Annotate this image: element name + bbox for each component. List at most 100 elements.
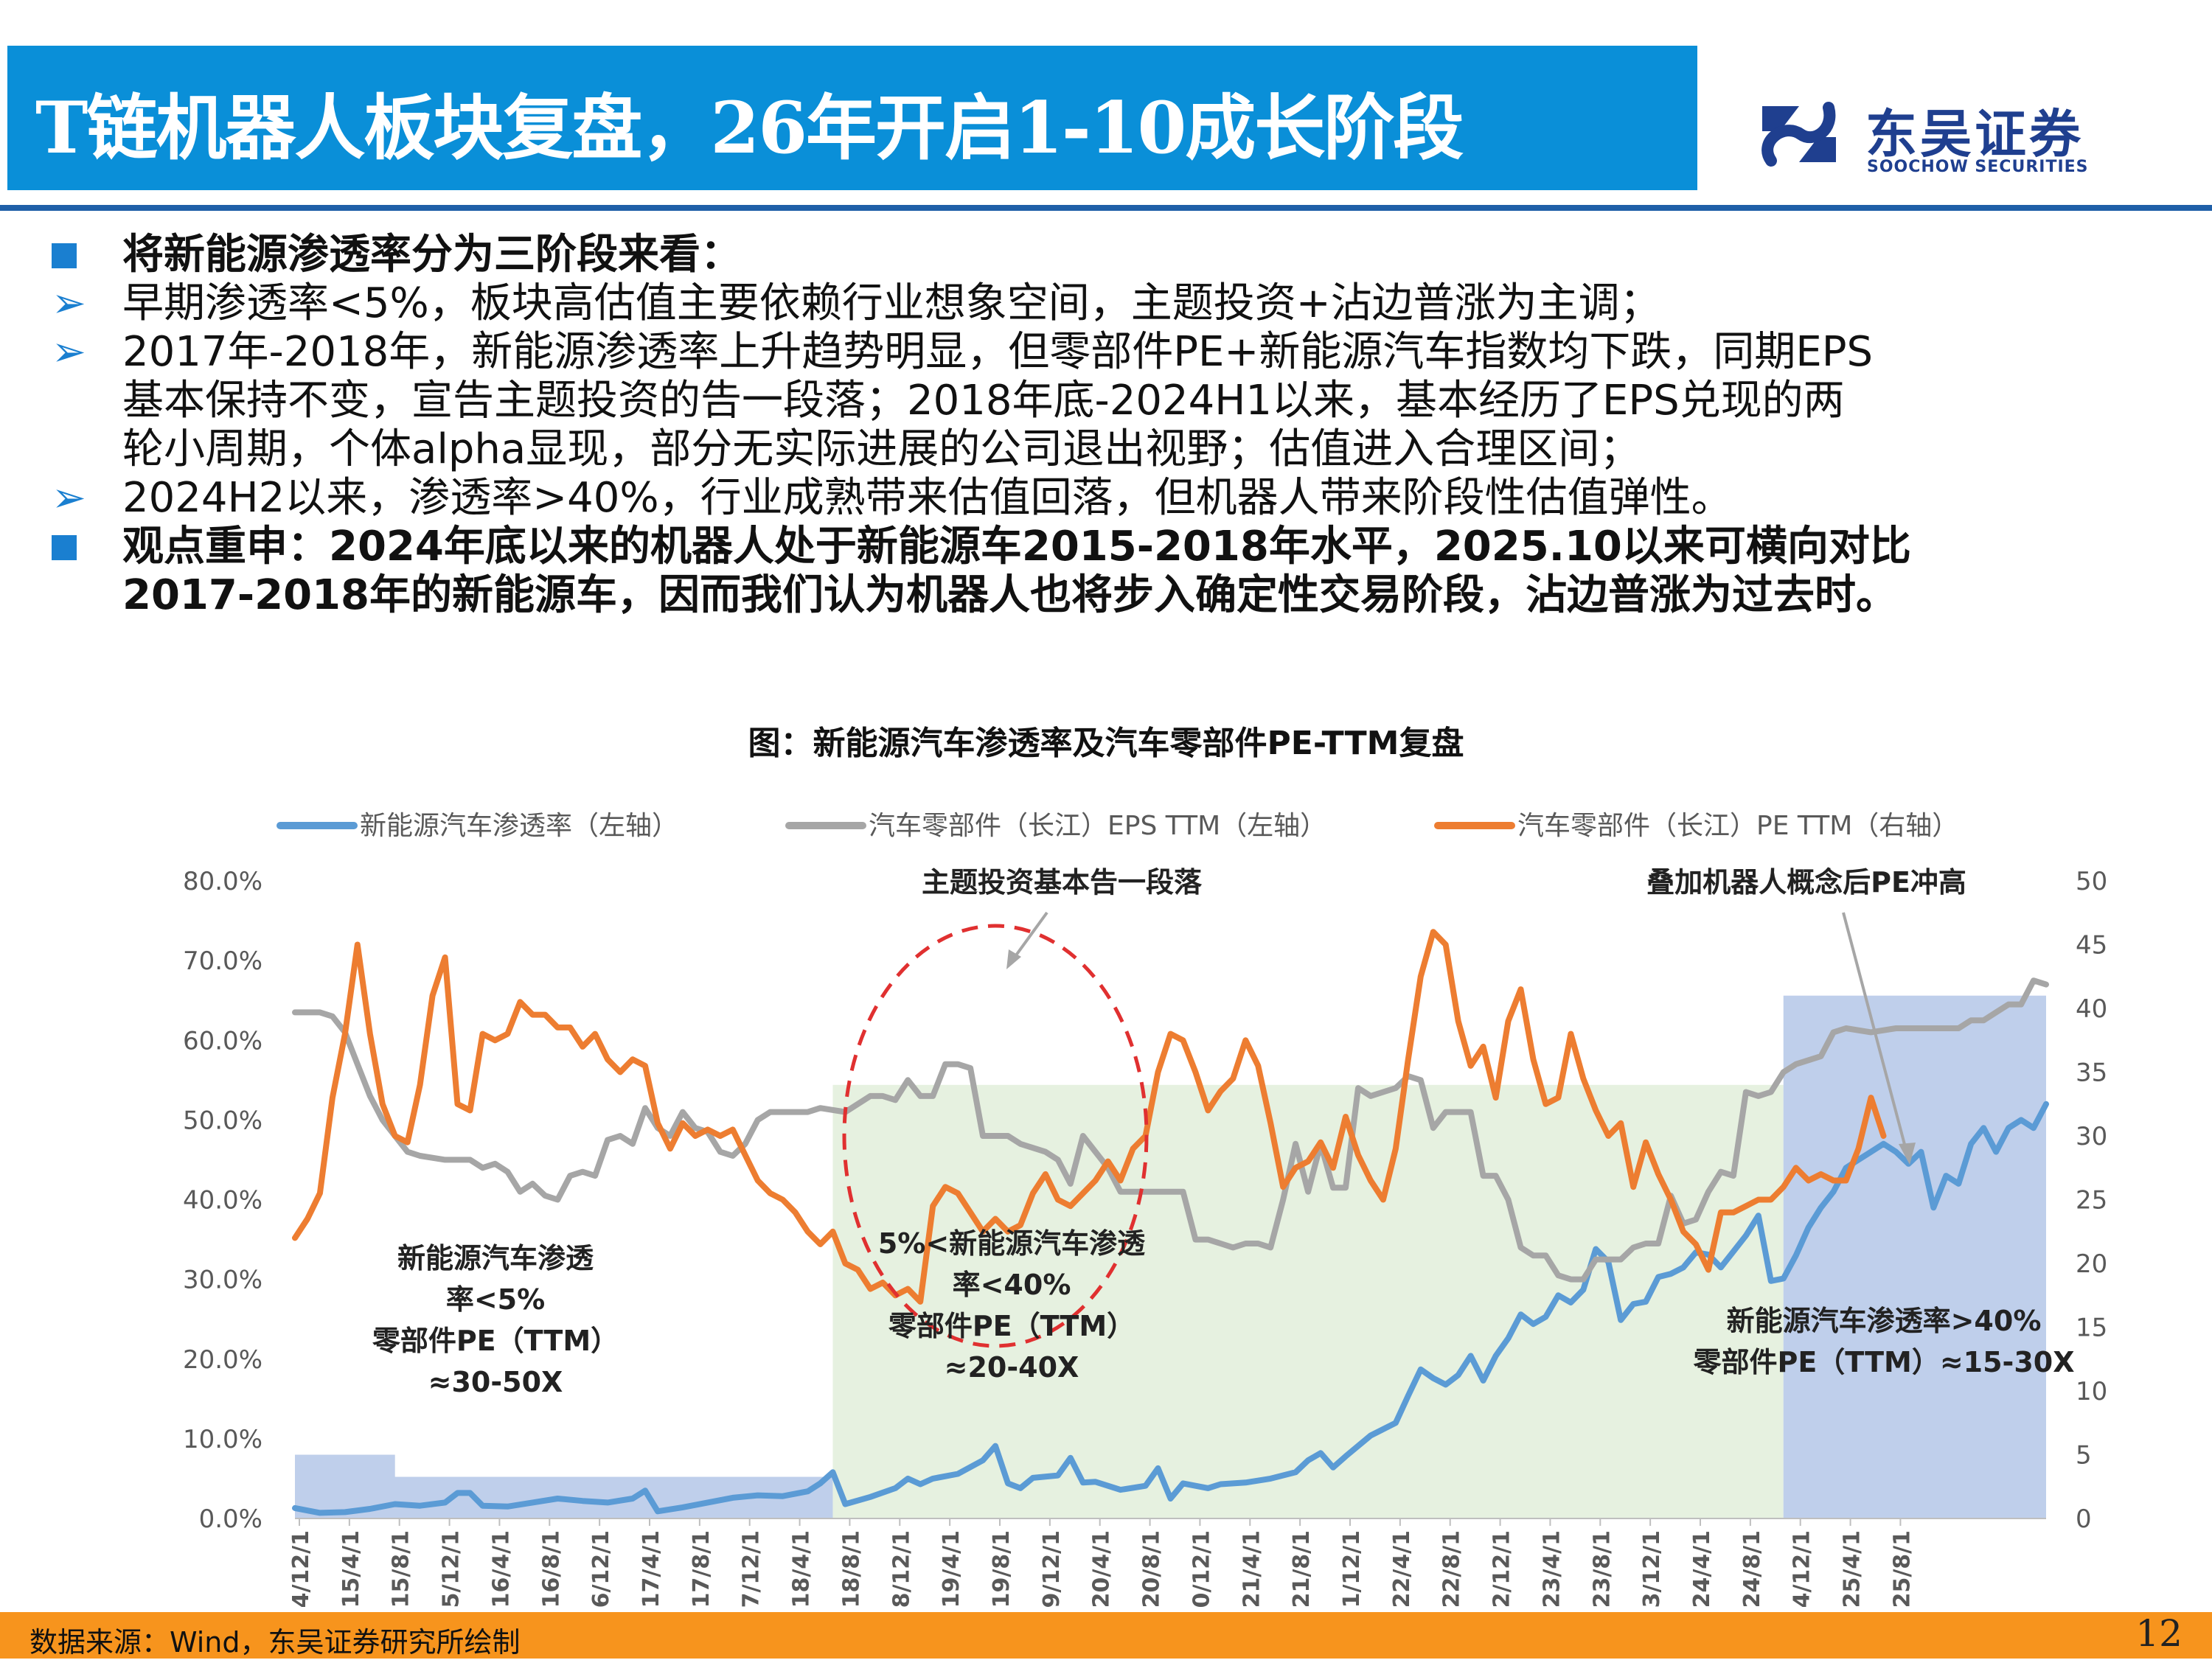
x-tick-label: 2020/4/1 xyxy=(1089,1530,1115,1607)
bullet-text: 早期渗透率<5%，板块高估值主要依赖行业想象空间，主题投资+沾边普涨为主调； xyxy=(122,279,1661,327)
y-left-tick-label: 0.0% xyxy=(199,1504,262,1534)
bullet-text: 2017年-2018年，新能源渗透率上升趋势明显，但零部件PE+新能源汽车指数均… xyxy=(122,328,1874,376)
y-left-tick-label: 10.0% xyxy=(183,1425,262,1454)
x-tick-label: 2014/12/1 xyxy=(288,1530,314,1607)
x-tick-label: 2023/12/1 xyxy=(1639,1530,1665,1607)
arrow-bullet-icon: ➢ xyxy=(52,328,86,376)
bullet-text: 基本保持不变，宣告主题投资的告一段落；2018年底-2024H1以来，基本经历了… xyxy=(122,377,1845,425)
x-tick-label: 2018/12/1 xyxy=(888,1530,914,1607)
y-right-tick-label: 30 xyxy=(2076,1122,2107,1151)
title-bar: T链机器人板块复盘，26年开启1-10成长阶段 xyxy=(7,46,1697,190)
y-right-tick-label: 35 xyxy=(2076,1059,2107,1088)
x-tick-label: 2024/4/1 xyxy=(1689,1530,1715,1607)
company-logo: 东吴证券 SOOCHOW SECURITIES xyxy=(1755,93,2109,181)
x-tick-label: 2017/4/1 xyxy=(639,1530,664,1607)
region-label-line: 零部件PE（TTM）≈15-30X xyxy=(1693,1346,2074,1378)
x-tick-label: 2018/8/1 xyxy=(838,1530,864,1607)
arrow-bullet-icon: ➢ xyxy=(52,279,86,327)
legend-label: 新能源汽车渗透率（左轴） xyxy=(360,811,678,841)
x-tick-label: 2023/8/1 xyxy=(1589,1530,1615,1607)
x-tick-label: 2017/8/1 xyxy=(689,1530,714,1607)
legend-label: 汽车零部件（长江）EPS TTM（左轴） xyxy=(869,811,1326,841)
header-divider xyxy=(0,205,2212,211)
bullet-text: 2017-2018年的新能源车，因而我们认为机器人也将步入确定性交易阶段，沾边普… xyxy=(122,571,1897,619)
annotation-arrow xyxy=(1012,911,1048,960)
x-tick-label: 2025/4/1 xyxy=(1840,1530,1865,1607)
x-tick-label: 2021/4/1 xyxy=(1239,1530,1265,1607)
shaded-region-notch xyxy=(394,1454,896,1477)
x-tick-label: 2023/4/1 xyxy=(1539,1530,1565,1607)
square-bullet-icon xyxy=(52,243,77,268)
y-left-tick-label: 40.0% xyxy=(183,1186,262,1216)
x-tick-label: 2022/12/1 xyxy=(1489,1530,1515,1607)
series-line-2 xyxy=(292,929,1887,1305)
region-label-line: 零部件PE（TTM） xyxy=(888,1310,1135,1342)
x-tick-label: 2024/8/1 xyxy=(1739,1530,1765,1607)
region-label-line: 率<40% xyxy=(953,1269,1071,1301)
x-tick-label: 2025/8/1 xyxy=(1889,1530,1915,1607)
y-right-tick-label: 0 xyxy=(2076,1504,2092,1534)
x-tick-label: 2016/8/1 xyxy=(538,1530,564,1607)
annotation-arrow xyxy=(1842,912,1907,1151)
x-tick-label: 2017/12/1 xyxy=(739,1530,765,1607)
y-right-tick-label: 40 xyxy=(2076,994,2107,1024)
highlight-ellipse xyxy=(842,924,1149,1348)
annotation-label: 叠加机器人概念后PE冲高 xyxy=(1646,866,1966,899)
x-tick-label: 2018/4/1 xyxy=(789,1530,815,1607)
x-tick-label: 2015/12/1 xyxy=(439,1530,465,1607)
legend-label: 汽车零部件（长江）PE TTM（右轴） xyxy=(1517,811,1958,841)
x-tick-label: 2022/8/1 xyxy=(1439,1530,1465,1607)
chart-title: 图：新能源汽车渗透率及汽车零部件PE-TTM复盘 xyxy=(748,725,1464,762)
y-left-tick-label: 30.0% xyxy=(183,1266,262,1295)
x-tick-label: 2021/8/1 xyxy=(1289,1530,1315,1607)
region-label-line: 新能源汽车渗透率>40% xyxy=(1727,1305,2042,1337)
logo-mark-icon xyxy=(1761,102,1836,167)
region-label-line: ≈20-40X xyxy=(945,1351,1079,1384)
x-tick-label: 2015/4/1 xyxy=(338,1530,364,1607)
x-tick-label: 2019/4/1 xyxy=(939,1530,964,1607)
bullet-text: 轮小周期，个体alpha显现，部分无实际进展的公司退出视野；估值进入合理区间； xyxy=(122,425,1641,473)
x-tick-label: 2020/8/1 xyxy=(1139,1530,1165,1607)
arrow-bullet-icon: ➢ xyxy=(52,474,86,522)
y-right-tick-label: 45 xyxy=(2076,931,2107,960)
shaded-region xyxy=(1783,995,2046,1518)
region-label-line: 率<5% xyxy=(446,1283,545,1316)
x-tick-label: 2016/12/1 xyxy=(588,1530,614,1607)
x-tick-label: 2021/12/1 xyxy=(1339,1530,1365,1607)
y-right-tick-label: 10 xyxy=(2076,1377,2107,1406)
square-bullet-icon xyxy=(52,535,77,560)
logo-english-name: SOOCHOW SECURITIES xyxy=(1867,158,2089,176)
region-label-line: 5%<新能源汽车渗透 xyxy=(878,1227,1146,1260)
data-source: 数据来源：Wind，东吴证券研究所绘制 xyxy=(29,1626,521,1659)
y-right-tick-label: 15 xyxy=(2076,1314,2107,1343)
x-tick-label: 2020/12/1 xyxy=(1189,1530,1214,1607)
y-left-tick-label: 50.0% xyxy=(183,1106,262,1135)
logo-chinese-name: 东吴证券 xyxy=(1865,104,2084,164)
y-left-tick-label: 20.0% xyxy=(183,1345,262,1375)
y-right-tick-label: 25 xyxy=(2076,1186,2107,1216)
x-tick-label: 2019/12/1 xyxy=(1039,1530,1065,1607)
bullet-text: 将新能源渗透率分为三阶段来看： xyxy=(122,231,742,279)
page-number: 12 xyxy=(2135,1612,2183,1655)
x-tick-label: 2022/4/1 xyxy=(1389,1530,1415,1607)
series-line-1 xyxy=(292,977,2049,1283)
region-label-line: 新能源汽车渗透 xyxy=(397,1242,594,1274)
bullet-text: 2024H2以来，渗透率>40%，行业成熟带来估值回落，但机器人带来阶段性估值弹… xyxy=(122,474,1733,522)
page-title: T链机器人板块复盘，26年开启1-10成长阶段 xyxy=(35,86,1464,170)
x-tick-label: 2016/4/1 xyxy=(488,1530,514,1607)
line-chart: 80.0%70.0%60.0%50.0%40.0%30.0%20.0%10.0%… xyxy=(183,811,2107,1607)
region-label-line: 零部件PE（TTM） xyxy=(372,1325,619,1357)
bullet-text: 观点重申：2024年底以来的机器人处于新能源车2015-2018年水平，2025… xyxy=(122,523,1911,571)
x-tick-label: 2024/12/1 xyxy=(1790,1530,1815,1607)
y-right-tick-label: 5 xyxy=(2076,1441,2092,1471)
y-left-tick-label: 60.0% xyxy=(183,1026,262,1056)
region-label-line: ≈30-50X xyxy=(428,1366,563,1398)
annotation-arrowhead-icon xyxy=(1899,1143,1916,1165)
footer-bar: 数据来源：Wind，东吴证券研究所绘制 12 xyxy=(0,1612,2212,1659)
y-right-tick-label: 20 xyxy=(2076,1249,2107,1279)
y-left-tick-label: 70.0% xyxy=(183,946,262,976)
annotation-arrowhead-icon xyxy=(1006,949,1021,969)
x-tick-label: 2019/8/1 xyxy=(989,1530,1015,1607)
x-tick-label: 2015/8/1 xyxy=(389,1530,414,1607)
annotation-label: 主题投资基本告一段落 xyxy=(922,866,1203,899)
